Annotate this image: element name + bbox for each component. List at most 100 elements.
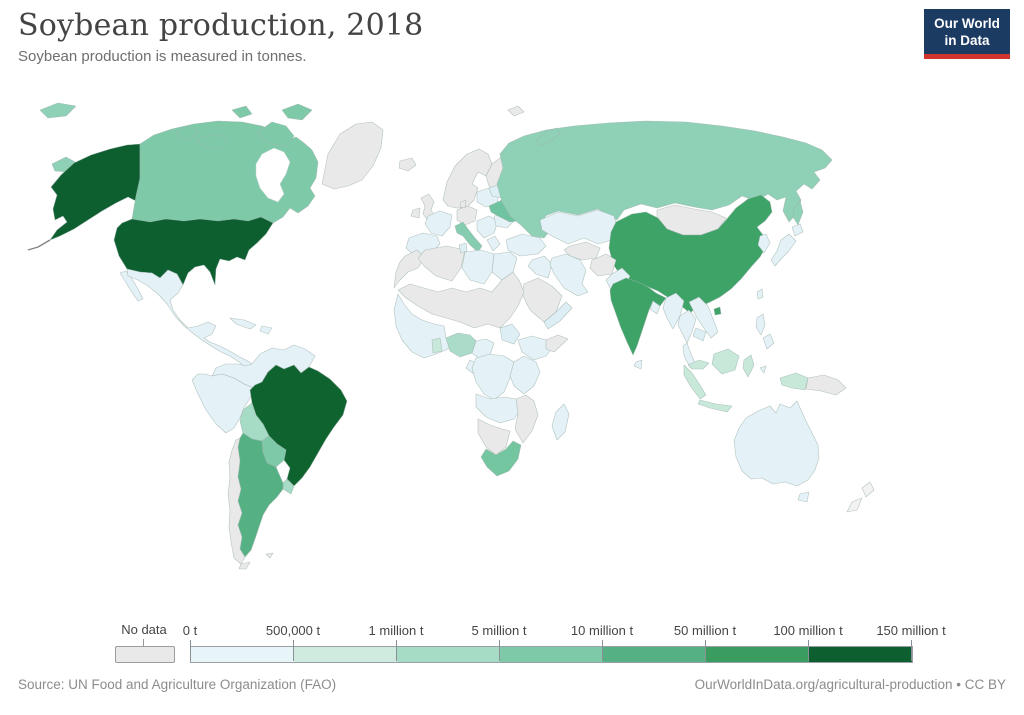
legend-no-data-swatch[interactable] xyxy=(115,646,175,663)
country-canada-victoria-island[interactable] xyxy=(195,133,229,149)
sahel-belt[interactable] xyxy=(397,271,525,329)
country-ethiopia[interactable] xyxy=(517,335,555,361)
legend-tick-label-1: 500,000 t xyxy=(265,623,321,638)
country-greenland[interactable] xyxy=(321,121,384,190)
country-russia-sakhalin[interactable] xyxy=(792,200,804,226)
country-china-hainan[interactable] xyxy=(713,306,722,316)
hudson-bay xyxy=(255,147,291,203)
country-indonesia-java[interactable] xyxy=(697,399,733,413)
legend-tick-label-0: 0 t xyxy=(182,623,198,638)
country-indonesia-sulawesi[interactable] xyxy=(742,354,755,378)
country-malaysia[interactable] xyxy=(687,359,710,370)
country-russia-chukotka-west[interactable] xyxy=(39,102,77,119)
country-uruguay[interactable] xyxy=(282,478,295,495)
world-choropleth-map xyxy=(27,102,875,570)
country-sri-lanka[interactable] xyxy=(633,359,643,370)
country-ghana[interactable] xyxy=(431,337,443,354)
legend-bin-4[interactable] xyxy=(603,647,706,662)
country-hispaniola[interactable] xyxy=(259,325,273,335)
country-russia[interactable] xyxy=(496,120,833,239)
country-russia-novaya-zemlya[interactable] xyxy=(535,127,561,147)
country-india[interactable] xyxy=(609,277,667,356)
attribution-link[interactable]: OurWorldInData.org/agricultural-producti… xyxy=(694,677,1006,692)
country-balkans[interactable] xyxy=(476,215,499,239)
country-angola-zambia[interactable] xyxy=(475,393,523,424)
country-taiwan[interactable] xyxy=(756,288,764,300)
legend-bin-6[interactable] xyxy=(809,647,912,662)
country-australia-tasmania[interactable] xyxy=(797,491,810,503)
country-algeria[interactable] xyxy=(417,245,466,282)
country-laos-vietnam[interactable] xyxy=(688,296,719,339)
country-canada-banks-island[interactable] xyxy=(175,125,199,141)
owid-logo-accent-bar xyxy=(924,54,1010,59)
country-syria-iraq[interactable] xyxy=(527,255,553,279)
country-iran[interactable] xyxy=(549,253,589,297)
country-canada-baffin-island[interactable] xyxy=(257,121,295,147)
falkland-islands[interactable] xyxy=(265,552,274,559)
country-italy[interactable] xyxy=(454,221,483,253)
country-cuba[interactable] xyxy=(229,317,257,330)
legend-tick-label-6: 100 million t xyxy=(773,623,843,638)
country-thailand[interactable] xyxy=(677,309,697,344)
country-philippines-south[interactable] xyxy=(762,333,775,350)
country-france[interactable] xyxy=(424,210,453,237)
owid-logo-line1: Our World xyxy=(934,16,1000,31)
country-peru-ecuador[interactable] xyxy=(191,373,255,434)
svalbard[interactable] xyxy=(507,105,525,117)
country-somalia[interactable] xyxy=(545,334,569,353)
legend-tick-label-3: 5 million t xyxy=(471,623,527,638)
country-namibia-botswana[interactable] xyxy=(477,418,511,456)
country-germany[interactable] xyxy=(456,205,478,226)
country-madagascar[interactable] xyxy=(551,403,570,441)
country-nigeria[interactable] xyxy=(445,332,477,358)
country-denmark[interactable] xyxy=(459,199,467,209)
legend-color-bar[interactable] xyxy=(190,646,913,663)
country-iceland[interactable] xyxy=(398,157,417,172)
country-greece[interactable] xyxy=(486,235,501,252)
source-note: Source: UN Food and Agriculture Organiza… xyxy=(18,677,337,692)
country-drc[interactable] xyxy=(471,353,515,401)
country-mexico-baja[interactable] xyxy=(119,270,144,302)
country-ireland[interactable] xyxy=(410,207,421,219)
country-japan[interactable] xyxy=(770,233,797,267)
country-libya[interactable] xyxy=(461,249,495,285)
country-bangladesh[interactable] xyxy=(649,300,661,315)
page-title: Soybean production, 2018 xyxy=(18,8,424,43)
legend-bin-0[interactable] xyxy=(191,647,294,662)
country-japan-hokkaido[interactable] xyxy=(791,223,804,237)
country-korea[interactable] xyxy=(757,233,771,254)
country-morocco[interactable] xyxy=(393,249,426,289)
legend-bin-1[interactable] xyxy=(294,647,397,662)
legend-bin-2[interactable] xyxy=(397,647,500,662)
country-zimbabwe-mozambique[interactable] xyxy=(514,394,539,444)
legend-no-data-tick xyxy=(143,639,144,646)
moluccas[interactable] xyxy=(759,365,767,374)
country-kenya-tanzania[interactable] xyxy=(509,355,541,395)
country-indonesia-borneo[interactable] xyxy=(711,348,740,375)
country-cambodia[interactable] xyxy=(692,327,707,342)
country-south-sudan[interactable] xyxy=(499,323,521,345)
owid-logo[interactable]: Our World in Data xyxy=(924,9,1010,59)
country-indonesia-papua[interactable] xyxy=(779,372,809,391)
country-myanmar[interactable] xyxy=(662,292,685,330)
country-turkey[interactable] xyxy=(505,233,547,257)
country-new-zealand-south[interactable] xyxy=(846,497,863,513)
country-mexico-central-america[interactable] xyxy=(126,268,253,370)
country-chile[interactable] xyxy=(227,437,246,565)
tierra-del-fuego[interactable] xyxy=(238,561,251,570)
legend-bin-5[interactable] xyxy=(706,647,809,662)
legend-bin-3[interactable] xyxy=(500,647,603,662)
country-canada-arctic-island[interactable] xyxy=(231,105,253,119)
country-central-asia[interactable] xyxy=(563,241,601,261)
country-philippines-north[interactable] xyxy=(755,313,766,336)
country-tunisia[interactable] xyxy=(458,242,468,254)
country-indonesia-sumatra[interactable] xyxy=(683,364,707,400)
country-papua-new-guinea[interactable] xyxy=(805,374,847,396)
country-kazakhstan[interactable] xyxy=(539,209,619,245)
country-australia[interactable] xyxy=(733,400,820,487)
country-canada-ellesmere-island[interactable] xyxy=(281,103,313,121)
country-new-zealand-north[interactable] xyxy=(861,481,875,498)
country-south-africa[interactable] xyxy=(480,440,522,477)
country-norway-sweden[interactable] xyxy=(442,148,493,209)
country-yemen-oman[interactable] xyxy=(543,301,573,330)
